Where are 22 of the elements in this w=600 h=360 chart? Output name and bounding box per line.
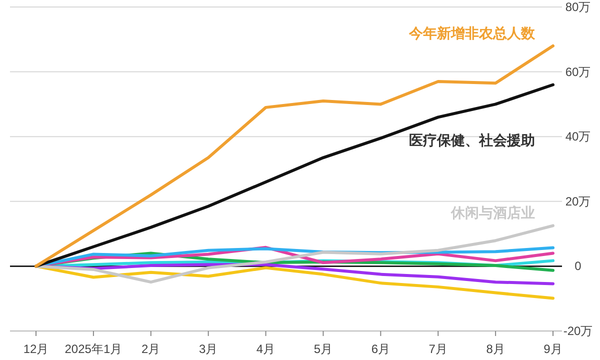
x-tick-label: 3月 bbox=[198, 342, 218, 356]
series-label: 今年新增非农总人数 bbox=[408, 24, 536, 41]
x-tick-label: 12月 bbox=[23, 342, 49, 356]
y-tick-label: 0 bbox=[574, 259, 582, 274]
y-tick-label: -20万 bbox=[563, 324, 593, 338]
y-tick-label: 60万 bbox=[565, 64, 591, 79]
x-tick-label: 7月 bbox=[428, 342, 448, 356]
line-series bbox=[34, 264, 554, 300]
y-tick-label: 40万 bbox=[565, 130, 591, 144]
y-tick-label: 80万 bbox=[565, 0, 591, 14]
x-tick-label: 4月 bbox=[256, 342, 276, 356]
x-tick-label: 2025年1月 bbox=[64, 342, 122, 356]
x-tick-label: 6月 bbox=[371, 342, 390, 356]
line-series bbox=[34, 224, 554, 284]
x-tick-label: 9月 bbox=[544, 342, 562, 356]
x-tick-label: 2月 bbox=[142, 342, 160, 356]
x-tick-label: 5月 bbox=[314, 342, 333, 356]
x-tick-label: 8月 bbox=[486, 342, 505, 356]
line-series bbox=[34, 44, 554, 268]
series-label: 医疗保健、社会援助 bbox=[409, 132, 535, 148]
line-series bbox=[34, 83, 554, 268]
y-tick-label: 20万 bbox=[565, 194, 591, 208]
